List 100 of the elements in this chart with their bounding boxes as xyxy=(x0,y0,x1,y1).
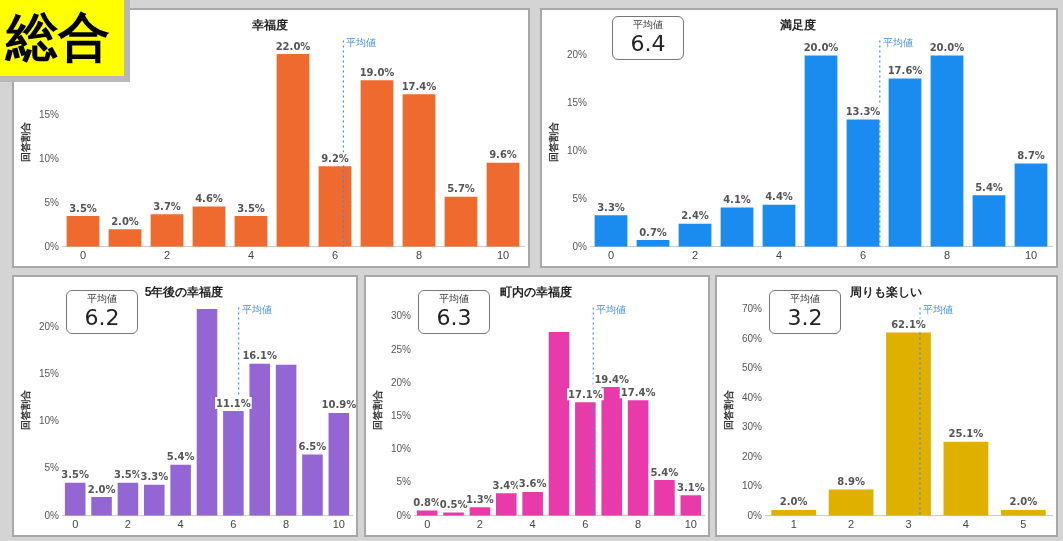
x-tick-label: 8 xyxy=(415,249,423,262)
bar xyxy=(627,400,649,516)
data-label: 5.4% xyxy=(650,466,679,478)
data-label: 62.1% xyxy=(891,319,926,331)
x-tick-label: 6 xyxy=(582,518,589,531)
y-tick-label: 0% xyxy=(747,509,763,521)
x-tick-label: 0 xyxy=(72,518,79,531)
bar xyxy=(496,493,517,516)
bar xyxy=(91,496,112,516)
data-label: 19.4% xyxy=(594,373,630,385)
data-label: 3.3% xyxy=(597,201,625,213)
annotation: 平均値 xyxy=(438,293,470,305)
x-tick-label: 3 xyxy=(905,518,912,531)
x-tick-label: 2 xyxy=(848,518,855,531)
bar xyxy=(117,482,139,516)
y-tick-label: 0% xyxy=(572,240,588,252)
chart-title: 周りも楽しい xyxy=(848,284,922,299)
y-tick-label: 15% xyxy=(391,409,412,421)
data-label: 3.6% xyxy=(518,478,547,490)
y-tick-label: 10% xyxy=(39,415,60,427)
bar xyxy=(943,441,989,516)
bar xyxy=(594,215,628,247)
x-tick-label: 2 xyxy=(124,518,131,531)
data-label: 2.0% xyxy=(779,496,808,508)
x-tick-label: 6 xyxy=(331,249,339,262)
data-label: 2.0% xyxy=(87,483,116,495)
bar xyxy=(762,204,796,247)
data-label: 3.5% xyxy=(69,202,97,214)
x-tick-label: 4 xyxy=(529,518,536,531)
x-tick-label: 6 xyxy=(230,518,237,531)
data-label: 16.1% xyxy=(242,350,278,362)
y-tick-label: 0% xyxy=(396,509,412,521)
y-tick-label: 15% xyxy=(39,109,60,121)
x-tick-label: 1 xyxy=(790,518,797,531)
data-label: 2.4% xyxy=(681,210,709,222)
bar xyxy=(575,402,596,516)
y-tick-label: 10% xyxy=(567,144,588,156)
data-label: 10.9% xyxy=(321,399,357,411)
data-label: 9.2% xyxy=(321,152,349,164)
y-tick-label: 15% xyxy=(39,367,60,379)
y-tick-label: 5% xyxy=(44,462,60,474)
data-label: 17.4% xyxy=(401,80,437,92)
data-label: 3.3% xyxy=(140,471,169,483)
x-tick-label: 8 xyxy=(283,518,290,531)
data-label: 8.9% xyxy=(837,476,865,488)
x-tick-label: 2 xyxy=(163,249,171,262)
y-tick-label: 20% xyxy=(391,376,412,388)
bar xyxy=(522,491,543,516)
x-tick-label: 10 xyxy=(684,518,697,531)
y-axis-title: 回答割合 xyxy=(19,120,31,162)
annotation: 6.4 xyxy=(629,31,667,57)
x-tick-label: 4 xyxy=(247,249,255,262)
data-label: 6.5% xyxy=(298,441,327,453)
bar xyxy=(150,214,184,247)
bar xyxy=(886,332,931,516)
x-tick-label: 4 xyxy=(962,518,969,531)
bar xyxy=(444,196,478,247)
y-tick-label: 10% xyxy=(742,480,763,492)
annotation: 3.2 xyxy=(786,305,824,331)
bar xyxy=(275,364,297,516)
data-label: 20.0% xyxy=(929,42,965,54)
bar xyxy=(108,229,142,247)
bar xyxy=(469,507,491,516)
y-tick-label: 10% xyxy=(391,443,412,455)
bar xyxy=(223,411,244,516)
bar xyxy=(196,309,218,516)
data-label: 19.0% xyxy=(359,66,395,78)
x-tick-label: 10 xyxy=(1024,249,1038,262)
text: 平均値 xyxy=(632,19,664,31)
y-axis-title: 回答割合 xyxy=(19,388,31,430)
ref-line-label: 平均値 xyxy=(882,36,913,48)
bar xyxy=(66,216,100,247)
x-tick-label: 8 xyxy=(635,518,642,531)
data-label: 20.0% xyxy=(803,42,839,54)
bar xyxy=(443,512,464,516)
bar xyxy=(402,94,436,247)
data-label: 17.4% xyxy=(620,386,656,398)
bar xyxy=(846,119,880,247)
ref-line-label: 平均値 xyxy=(346,36,377,48)
bar xyxy=(486,162,520,247)
y-tick-label: 20% xyxy=(567,49,588,61)
annotation: 平均値 xyxy=(86,293,118,305)
data-label: 13.3% xyxy=(845,106,881,118)
bar xyxy=(144,484,165,516)
chart-title: 満足度 xyxy=(779,17,816,32)
bar xyxy=(416,510,438,516)
y-tick-label: 30% xyxy=(391,310,412,322)
annotation: 6.2 xyxy=(83,305,121,331)
y-tick-label: 30% xyxy=(742,421,763,433)
data-label: 11.1% xyxy=(216,397,251,409)
ref-line-label: 平均値 xyxy=(922,303,953,315)
bar xyxy=(328,412,350,516)
bar xyxy=(64,482,86,516)
bar xyxy=(234,216,268,247)
bar xyxy=(302,454,323,516)
data-label: 2.0% xyxy=(111,215,139,227)
y-axis-title: 回答割合 xyxy=(722,388,734,430)
data-label: 3.5% xyxy=(237,202,265,214)
y-tick-label: 20% xyxy=(742,450,763,462)
y-tick-label: 25% xyxy=(391,343,412,355)
